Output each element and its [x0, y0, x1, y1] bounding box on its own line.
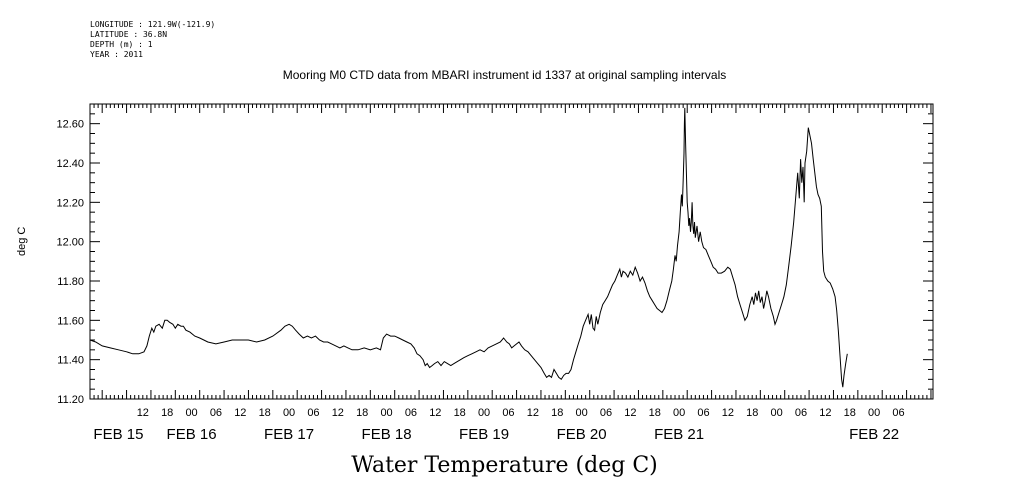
- x-tick-label: 12: [234, 407, 246, 419]
- x-day-label: FEB 16: [167, 426, 217, 443]
- x-day-label: FEB 18: [362, 426, 412, 443]
- x-day-label: FEB 21: [654, 426, 704, 443]
- y-tick-label: 11.80: [57, 276, 84, 288]
- x-tick-label: 00: [380, 407, 392, 419]
- x-tick-label: 12: [332, 407, 344, 419]
- x-tick-label: 00: [673, 407, 685, 419]
- x-tick-label: 00: [575, 407, 587, 419]
- x-day-label: FEB 15: [93, 426, 143, 443]
- meta-latitude: LATITUDE : 36.8N: [90, 30, 168, 39]
- x-tick-label: 00: [185, 407, 197, 419]
- meta-longitude: LONGITUDE : 121.9W(-121.9): [90, 20, 216, 29]
- x-tick-label: 18: [551, 407, 563, 419]
- x-tick-label: 06: [795, 407, 807, 419]
- x-tick-label: 00: [283, 407, 295, 419]
- x-tick-label: 12: [137, 407, 149, 419]
- x-tick-label: 06: [405, 407, 417, 419]
- x-tick-label: 06: [307, 407, 319, 419]
- x-axis-label: Water Temperature (deg C): [351, 453, 658, 478]
- header-metadata: LONGITUDE : 121.9W(-121.9) LATITUDE : 36…: [90, 20, 215, 60]
- x-tick-label: 12: [624, 407, 636, 419]
- x-tick-label: 18: [161, 407, 173, 419]
- chart-title: Mooring M0 CTD data from MBARI instrumen…: [282, 68, 727, 82]
- x-tick-label: 12: [722, 407, 734, 419]
- x-tick-label: 06: [502, 407, 514, 419]
- x-tick-label: 18: [454, 407, 466, 419]
- x-tick-label: 06: [892, 407, 904, 419]
- x-day-label: FEB 17: [264, 426, 314, 443]
- x-axis-ticks: 12 18 00 06 12 18 00 06 12 18 00 06 12 18 00 06 12 18 00 06…: [89, 104, 932, 443]
- meta-depth: DEPTH (m) : 1: [90, 40, 153, 49]
- x-tick-label: 18: [844, 407, 856, 419]
- x-tick-label: 12: [819, 407, 831, 419]
- y-tick-label: 12.40: [56, 158, 84, 170]
- y-tick-label: 11.60: [57, 315, 84, 327]
- x-day-label: FEB 20: [557, 426, 607, 443]
- x-tick-label: 00: [478, 407, 490, 419]
- y-tick-label: 12.20: [56, 197, 84, 209]
- x-tick-label: 18: [259, 407, 271, 419]
- x-tick-label: 12: [527, 407, 539, 419]
- x-tick-label: 06: [600, 407, 612, 419]
- series-line: [89, 107, 848, 388]
- y-tick-label: 12.60: [56, 119, 84, 131]
- x-tick-label: 06: [697, 407, 709, 419]
- x-day-label: FEB 22: [849, 426, 899, 443]
- meta-year: YEAR : 2011: [90, 50, 143, 59]
- x-tick-label: 12: [429, 407, 441, 419]
- x-tick-label: 18: [649, 407, 661, 419]
- x-tick-label: 00: [770, 407, 782, 419]
- x-tick-label: 18: [356, 407, 368, 419]
- y-tick-label: 12.00: [56, 237, 84, 249]
- x-tick-label: 00: [868, 407, 880, 419]
- x-tick-label: 06: [210, 407, 222, 419]
- y-axis-ticks: 11.20 11.40 11.60 11.80 12.00 12.20 12.40 12.60: [56, 103, 933, 406]
- y-tick-label: 11.40: [57, 355, 84, 367]
- x-tick-label: 18: [746, 407, 758, 419]
- x-day-label: FEB 19: [459, 426, 509, 443]
- y-tick-label: 11.20: [57, 394, 84, 406]
